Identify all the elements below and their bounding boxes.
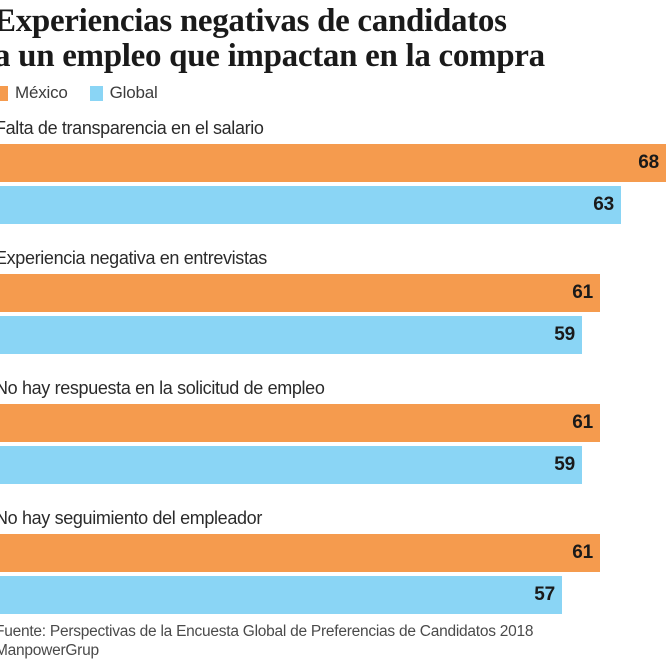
- legend-item-global[interactable]: Global: [89, 83, 158, 103]
- bar-global[interactable]: 59: [0, 446, 582, 484]
- bar-row: 68: [0, 144, 666, 182]
- group-spacer: [0, 488, 666, 503]
- bar-row: 61: [0, 534, 666, 572]
- bar-value-label: 68: [638, 152, 659, 173]
- chart-plot-area: Falta de transparencia en el salario 68 63…: [0, 113, 666, 614]
- legend-label-mexico: México: [15, 83, 68, 102]
- bar-row: 61: [0, 274, 666, 312]
- bar-group: Falta de transparencia en el salario 68 63: [0, 113, 666, 224]
- bar-row: 61: [0, 404, 666, 442]
- bar-value-label: 59: [554, 454, 575, 475]
- bar-value-label: 59: [554, 324, 575, 345]
- legend-swatch-global: [89, 85, 103, 101]
- bar-row: 59: [0, 316, 666, 354]
- legend-swatch-mexico: [0, 85, 8, 101]
- bar-global[interactable]: 63: [0, 186, 621, 224]
- bar-group-label: Experiencia negativa en entrevistas: [0, 248, 267, 268]
- bar-row: 63: [0, 186, 666, 224]
- bar-mexico[interactable]: 61: [0, 274, 600, 312]
- group-spacer: [0, 358, 666, 373]
- chart-title-line-1: Experiencias negativas de candidatos: [0, 3, 507, 39]
- bar-value-label: 63: [593, 194, 614, 215]
- bar-group: No hay respuesta en la solicitud de empl…: [0, 373, 666, 484]
- legend-item-mexico[interactable]: México: [0, 83, 68, 103]
- bar-row: 57: [0, 576, 666, 614]
- group-spacer: [0, 228, 666, 243]
- source-line-1: Fuente: Perspectivas de la Encuesta Glob…: [0, 623, 534, 640]
- bar-value-label: 57: [534, 584, 555, 605]
- bar-mexico[interactable]: 61: [0, 404, 600, 442]
- bar-group: No hay seguimiento del empleador 61 57: [0, 503, 666, 614]
- bar-value-label: 61: [572, 542, 593, 563]
- bar-mexico[interactable]: 68: [0, 144, 666, 182]
- chart-source-footer: Fuente: Perspectivas de la Encuesta Glob…: [0, 622, 666, 660]
- source-line-2: ManpowerGrup: [0, 642, 99, 659]
- bar-value-label: 61: [572, 412, 593, 433]
- bar-group-label: No hay seguimiento del empleador: [0, 508, 262, 528]
- chart-legend: México Global: [0, 83, 666, 103]
- bar-mexico[interactable]: 61: [0, 534, 600, 572]
- chart-title: Experiencias negativas de candidatos a u…: [0, 0, 666, 74]
- bar-group-label: No hay respuesta en la solicitud de empl…: [0, 378, 325, 398]
- bar-global[interactable]: 57: [0, 576, 562, 614]
- chart-title-line-2: a un empleo que impactan en la compra: [0, 38, 545, 74]
- legend-label-global: Global: [109, 83, 158, 102]
- bar-value-label: 61: [572, 282, 593, 303]
- bar-group-label: Falta de transparencia en el salario: [0, 118, 264, 138]
- bar-row: 59: [0, 446, 666, 484]
- bar-global[interactable]: 59: [0, 316, 582, 354]
- bar-group: Experiencia negativa en entrevistas 61 59: [0, 243, 666, 354]
